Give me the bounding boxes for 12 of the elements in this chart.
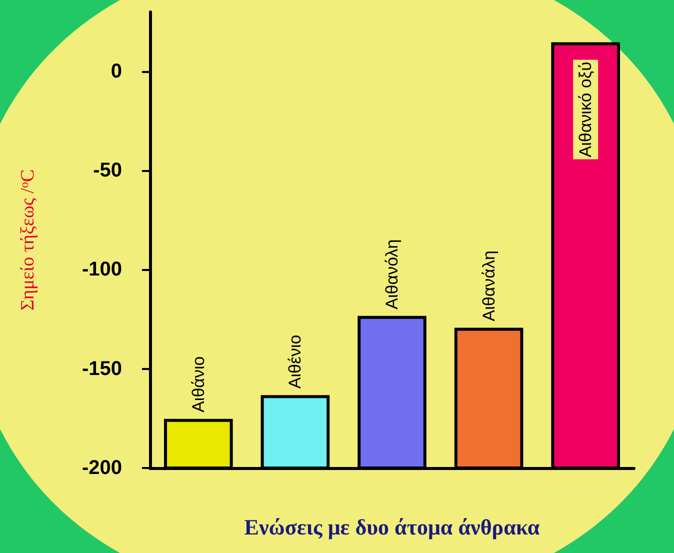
x-tick-label: Αιθένιο (286, 334, 305, 389)
y-tick-label: -200 (82, 457, 122, 479)
y-axis-title: Σημείο τήξεως /oC (17, 169, 38, 311)
y-tick-label: -150 (82, 358, 122, 380)
x-tick-label: Αιθάνιο (188, 356, 208, 412)
y-tick-label: 0 (110, 60, 122, 82)
x-tick-label: Αιθανόλη (382, 239, 402, 310)
x-tick-label: Αιθανικό οξύ (576, 62, 596, 158)
x-axis-title: Ενώσεις με δυο άτομα άνθρακα (244, 514, 540, 540)
y-tick-label: -50 (93, 160, 122, 182)
y-tick-label: -100 (82, 258, 122, 281)
x-tick-label: Αιθανάλη (479, 250, 498, 322)
